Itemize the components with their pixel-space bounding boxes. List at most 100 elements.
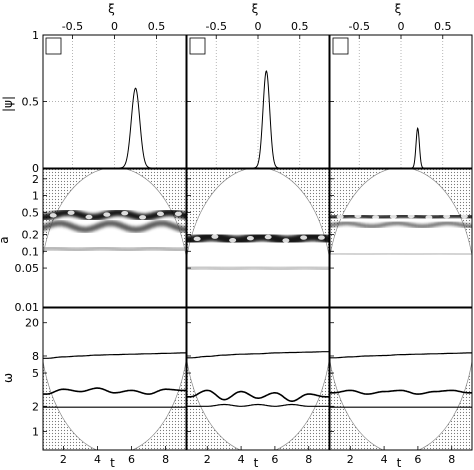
x-axis-label: t [397,456,402,470]
ridge-line [187,403,329,407]
top-tick-label: 0.5 [291,20,309,33]
top-axis-label: ξ [108,2,115,16]
panel-frame [42,168,187,308]
heat-blob [139,215,147,220]
ridge-line [187,389,329,402]
x-tick-label: 6 [414,453,421,466]
x-tick-label: 8 [162,453,169,466]
heat-blob [246,235,254,241]
x-tick-label: 2 [347,453,354,466]
heat-band [330,221,472,229]
heat-band [330,251,472,256]
panel-frame [42,307,187,451]
y-tick-label: 0.1 [22,245,40,258]
heat-blob [156,211,164,217]
panel-frame [186,168,330,308]
heat-blob [317,235,325,240]
x-tick-label: 8 [305,453,312,466]
y-tick-label: 0.01 [15,301,40,314]
x-axis-label: t [110,456,115,470]
heat-blob [229,238,237,243]
heat-blob [264,234,272,240]
psi-panel-a [43,35,186,168]
y-tick-label: 20 [25,317,39,330]
cone-boundary [187,308,329,450]
heat-blob [49,213,57,218]
top-axis-label: ξ [252,2,259,16]
ridge-line [330,389,472,395]
y-tick-label: 0 [32,162,39,175]
heat-blob [460,214,468,219]
y-tick-label: 1 [32,425,39,438]
omega-panel-a [43,308,186,450]
x-tick-label: 2 [204,453,211,466]
top-tick-label: 0.5 [434,20,452,33]
panel-frame [186,307,330,451]
heat-band [43,220,186,233]
top-tick-label: -0.5 [349,20,370,33]
top-axis-label: ξ [395,2,402,16]
heat-blob [407,213,415,219]
ridge-line [330,352,472,359]
x-tick-label: 6 [128,453,135,466]
cone-boundary [43,169,186,307]
heat-band [187,264,329,272]
y-tick-label: 0.05 [15,262,40,275]
row1-ylabel: |ψ| [1,96,15,112]
cone-boundary [330,308,472,450]
y-tick-label: 8 [32,350,39,363]
y-tick-label: 0.5 [22,206,40,219]
heat-blob [282,238,290,243]
heat-blob [336,214,344,219]
top-tick-label: -0.5 [62,20,83,33]
heat-blob [103,212,111,217]
a-panel-c [330,169,472,307]
heat-blob [372,215,380,220]
heat-blob [85,214,93,220]
y-tick-label: 2 [32,400,39,413]
x-tick-label: 4 [238,453,245,466]
x-tick-label: 4 [94,453,101,466]
heat-band [43,245,186,253]
ridge-line [43,352,186,359]
top-tick-label: 0 [111,20,118,33]
ridge-line [187,351,329,359]
heat-blob [354,213,362,219]
heat-band [330,213,472,220]
row2-ylabel: a [0,236,11,243]
heat-blob [443,214,451,219]
y-tick-label: 0.2 [22,229,40,242]
ridge-line [43,387,186,395]
y-tick-label: 0.5 [22,96,40,109]
heat-blob [174,211,182,217]
heat-blob [67,210,75,215]
omega-panel-b [187,308,329,450]
psi-panel-b [187,35,329,168]
x-tick-label: 2 [60,453,67,466]
panel-letter-box [189,37,206,55]
top-tick-label: -0.5 [206,20,227,33]
psi-curve-b [187,70,329,168]
heat-band [187,231,329,246]
y-tick-label: 5 [32,367,39,380]
y-tick-label: 1 [32,190,39,203]
heat-blob [425,215,433,220]
y-tick-label: 2 [32,173,39,186]
top-tick-label: 0.5 [148,20,166,33]
x-tick-label: 4 [381,453,388,466]
heat-blob [389,214,397,219]
x-tick-label: 8 [448,453,455,466]
heat-blob [211,234,219,239]
a-panel-a [43,169,186,307]
y-tick-label: 1 [32,29,39,42]
x-tick-label: 6 [271,453,278,466]
cone-boundary [43,308,186,450]
row3-ylabel: ω [1,373,15,383]
heat-blob [193,236,201,242]
heat-blob [300,235,308,240]
top-tick-label: 0 [255,20,262,33]
top-tick-label: 0 [398,20,405,33]
heat-blob [121,210,129,216]
x-axis-label: t [254,456,259,470]
